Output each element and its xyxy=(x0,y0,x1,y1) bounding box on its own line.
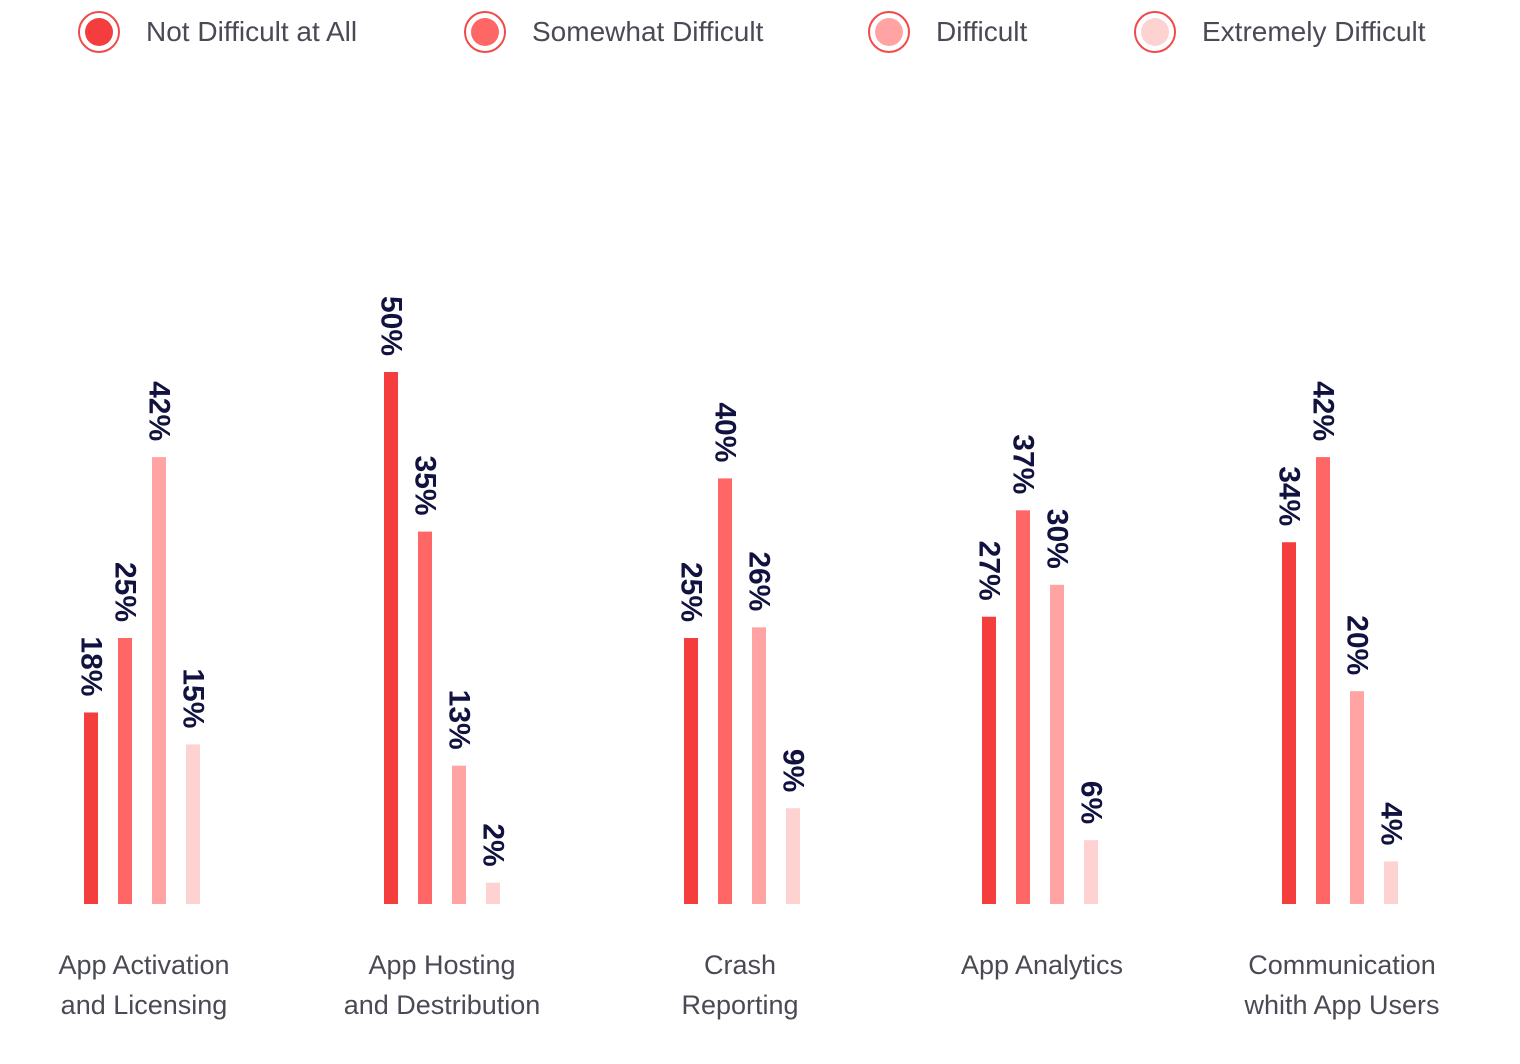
legend-dot xyxy=(471,18,499,46)
data-label: 18% xyxy=(75,636,108,696)
bar[interactable] xyxy=(1016,510,1030,904)
data-label: 9% xyxy=(777,749,810,792)
legend-marker-icon xyxy=(464,11,506,53)
data-label: 42% xyxy=(1307,381,1340,441)
bar[interactable] xyxy=(1282,542,1296,904)
legend-item-extremely-difficult[interactable]: Extremely Difficult xyxy=(1134,10,1426,54)
bar[interactable] xyxy=(982,616,996,904)
legend-dot xyxy=(85,18,113,46)
legend-dot xyxy=(1141,18,1169,46)
data-label: 4% xyxy=(1375,802,1408,845)
bar[interactable] xyxy=(118,638,132,904)
category-label: App Hosting and Destribution xyxy=(344,950,541,1020)
bar[interactable] xyxy=(1316,457,1330,904)
category-label: Crash Reporting xyxy=(681,950,798,1020)
legend-marker-icon xyxy=(78,11,120,53)
bar[interactable] xyxy=(786,808,800,904)
data-label: 42% xyxy=(143,381,176,441)
bar[interactable] xyxy=(186,744,200,904)
category-label: App Activation and Licensing xyxy=(58,950,229,1020)
data-label: 6% xyxy=(1075,781,1108,824)
category-label: Communication whith App Users xyxy=(1243,950,1439,1020)
data-label: 25% xyxy=(109,562,142,622)
legend-label: Difficult xyxy=(936,16,1028,47)
bar[interactable] xyxy=(1384,861,1398,904)
legend-marker-icon xyxy=(1134,11,1176,53)
legend-label: Extremely Difficult xyxy=(1202,16,1426,47)
data-label: 30% xyxy=(1041,509,1074,569)
legend-marker-icon xyxy=(868,11,910,53)
bar[interactable] xyxy=(84,712,98,904)
data-label: 20% xyxy=(1341,615,1374,675)
data-label: 40% xyxy=(709,402,742,462)
data-label: 50% xyxy=(375,296,408,356)
bar[interactable] xyxy=(718,478,732,904)
data-label: 13% xyxy=(443,690,476,750)
data-label: 2% xyxy=(477,823,510,866)
data-label: 34% xyxy=(1273,466,1306,526)
category-label: App Analytics xyxy=(961,950,1123,980)
data-label: 25% xyxy=(675,562,708,622)
legend-dot xyxy=(875,18,903,46)
bar[interactable] xyxy=(152,457,166,904)
legend-item-not-difficult[interactable]: Not Difficult at All xyxy=(78,10,357,54)
data-label: 35% xyxy=(409,456,442,516)
data-label: 26% xyxy=(743,551,776,611)
data-label: 15% xyxy=(177,668,210,728)
bar[interactable] xyxy=(1350,691,1364,904)
bar[interactable] xyxy=(684,638,698,904)
data-label: 27% xyxy=(973,541,1006,601)
bar[interactable] xyxy=(452,765,466,904)
bar[interactable] xyxy=(1050,584,1064,904)
bar[interactable] xyxy=(1084,840,1098,904)
data-label: 37% xyxy=(1007,434,1040,494)
legend-item-somewhat-difficult[interactable]: Somewhat Difficult xyxy=(464,10,763,54)
bar[interactable] xyxy=(752,627,766,904)
legend-item-difficult[interactable]: Difficult xyxy=(868,10,1027,54)
legend: Not Difficult at All Somewhat Difficult … xyxy=(0,0,1520,64)
bar[interactable] xyxy=(418,531,432,904)
legend-label: Somewhat Difficult xyxy=(532,16,764,47)
legend-label: Not Difficult at All xyxy=(146,16,358,47)
bar[interactable] xyxy=(486,882,500,904)
bar[interactable] xyxy=(384,372,398,904)
